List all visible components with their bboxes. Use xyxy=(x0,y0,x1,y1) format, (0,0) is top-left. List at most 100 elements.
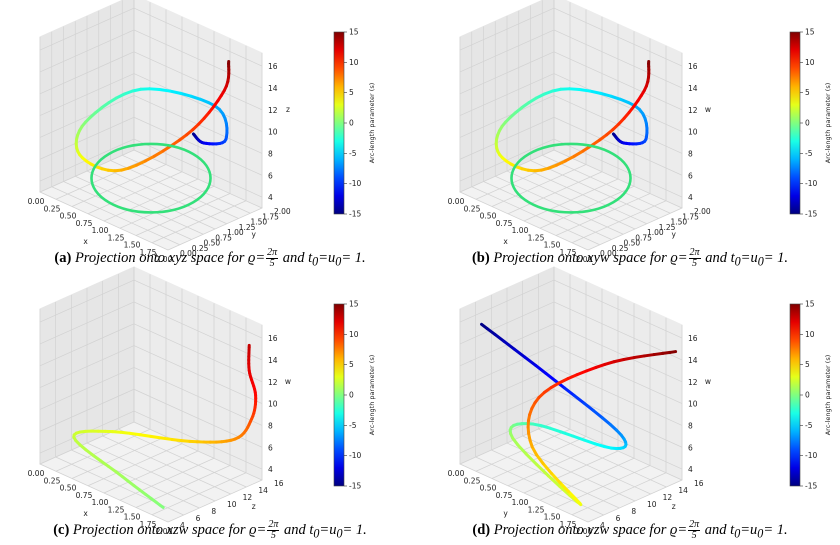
grid-line-z xyxy=(553,29,683,89)
caption-b-text: Projection onto xyw space for xyxy=(493,249,667,266)
curve-segment xyxy=(143,154,156,163)
z-tick-label: 16 xyxy=(268,334,278,343)
z-tick-label: 6 xyxy=(268,443,273,452)
curve-segment xyxy=(91,453,103,463)
curve-segment xyxy=(591,409,604,420)
y-axis-label: y xyxy=(671,230,676,239)
x-tick-label: 1.50 xyxy=(124,241,141,250)
panel-a: 0.00 0.25 0.50 0.75 1.00 1.25 1.50 1.75 2.00 0.00… xyxy=(0,0,420,272)
grid-line-y xyxy=(506,442,636,502)
grid-line-y xyxy=(553,149,683,209)
colorbar-tick-label: -15 xyxy=(805,482,817,491)
colorbar-tick-label: 15 xyxy=(805,300,815,309)
caption-b: (b) Projection onto xyw space for ϱ= 2π 5 … xyxy=(420,248,840,270)
caption-a-eq: = xyxy=(255,249,266,266)
y-tick-label: 0.25 xyxy=(192,244,209,253)
x-tick-label: 0.00 xyxy=(28,469,45,478)
curve-segment xyxy=(571,434,586,442)
grid-line-y xyxy=(75,175,204,235)
curve-segment xyxy=(632,354,646,360)
grid-line-z-side xyxy=(459,95,555,138)
colorbar-tick-label: 10 xyxy=(805,58,815,67)
y-tick-label: 16 xyxy=(694,479,704,488)
z-tick-label: 14 xyxy=(688,84,698,93)
z-tick-label: 10 xyxy=(268,128,278,137)
z-tick-label: 10 xyxy=(268,400,278,409)
z-tick-label: 12 xyxy=(688,106,698,115)
z-axis-label: w xyxy=(705,377,711,386)
y-tick-label: 2.00 xyxy=(274,207,291,216)
colorbar-tick-label: 10 xyxy=(349,330,359,339)
caption-d-rho: ϱ xyxy=(669,521,678,538)
curve-segment xyxy=(588,89,603,95)
z-tick-label: 8 xyxy=(688,421,693,430)
y-tick-label: 6 xyxy=(196,514,201,523)
caption-d-eq: = xyxy=(677,521,688,538)
grid-line-z xyxy=(133,279,263,339)
y-tick-label: 12 xyxy=(663,493,673,502)
colorbar-tick-label: 0 xyxy=(349,119,354,128)
curve-segment xyxy=(512,347,527,359)
curve-segment xyxy=(668,350,678,354)
colorbar-tick-label: 0 xyxy=(805,119,810,128)
caption-c-end: = 1. xyxy=(342,521,367,538)
caption-a-label: (a) xyxy=(54,249,72,266)
caption-b-t0-sub: 0 xyxy=(734,254,741,269)
caption-a-t0: t xyxy=(308,249,313,266)
caption-b-frac-den: 5 xyxy=(692,258,698,269)
colorbar xyxy=(333,31,345,215)
y-tick-label: 0.50 xyxy=(624,239,641,248)
x-tick-label: 1.50 xyxy=(544,241,561,250)
colorbar-tick-label: 10 xyxy=(805,330,815,339)
curve-segment xyxy=(485,327,497,336)
curve-segment xyxy=(549,381,561,390)
grid-line-z-side xyxy=(39,279,135,323)
grid-line-z xyxy=(553,279,683,339)
caption-c-text: Projection onto xzw space for xyxy=(72,521,246,538)
x-tick-label: 0.50 xyxy=(60,212,77,221)
z-tick-label: 16 xyxy=(688,334,698,343)
grid-line-y xyxy=(86,442,216,502)
curve-segment xyxy=(189,94,202,101)
grid-line-z-side xyxy=(39,323,135,367)
z-tick-label: 14 xyxy=(688,356,698,365)
grid-line-z-side xyxy=(459,345,555,388)
x-tick-label: 0.75 xyxy=(496,219,513,228)
y-axis-label: z xyxy=(252,502,256,511)
y-tick-label: 0.75 xyxy=(215,233,232,242)
grid-line-z-side xyxy=(459,7,555,51)
x-tick-label: 0.00 xyxy=(28,197,45,206)
grid-line-z xyxy=(553,138,683,198)
colorbar-label: Arc-length parameter (s) xyxy=(824,83,832,164)
grid-line-y xyxy=(459,191,589,251)
z-axis-label: z xyxy=(286,105,290,114)
grid-line-y xyxy=(506,170,636,230)
grid-line-z-side xyxy=(39,116,135,160)
grid-line-z-side xyxy=(459,367,555,410)
y-tick-label: 0.75 xyxy=(635,233,652,242)
grid-line-y xyxy=(553,421,683,481)
grid-line-z xyxy=(133,51,263,111)
caption-d-label: (d) xyxy=(472,521,491,538)
y-tick-label: 0.50 xyxy=(204,239,221,248)
caption-d-frac-den: 5 xyxy=(691,530,697,541)
grid-line-y xyxy=(39,463,169,523)
caption-b-eq: = xyxy=(677,249,688,266)
grid-line-z-side xyxy=(459,29,555,73)
grid-line-y xyxy=(518,165,647,225)
x-axis-label: x xyxy=(83,237,88,246)
caption-c-label: (c) xyxy=(53,521,70,538)
x-tick-label: 0.25 xyxy=(44,204,61,213)
y-tick-label: 16 xyxy=(274,479,284,488)
grid-line-y xyxy=(522,435,651,495)
colorbar-tick-label: -15 xyxy=(805,210,817,219)
grid-line-z xyxy=(133,73,263,132)
y-tick-label: 1.25 xyxy=(659,223,676,232)
z-axis-label: w xyxy=(705,105,711,114)
colorbar-tick-label: 0 xyxy=(349,391,354,400)
grid-line-z xyxy=(133,345,263,404)
grid-line-z-side xyxy=(459,51,555,95)
z-tick-label: 4 xyxy=(688,193,693,202)
curve-segment xyxy=(585,365,598,373)
caption-a-u0-sub: 0 xyxy=(335,254,342,269)
